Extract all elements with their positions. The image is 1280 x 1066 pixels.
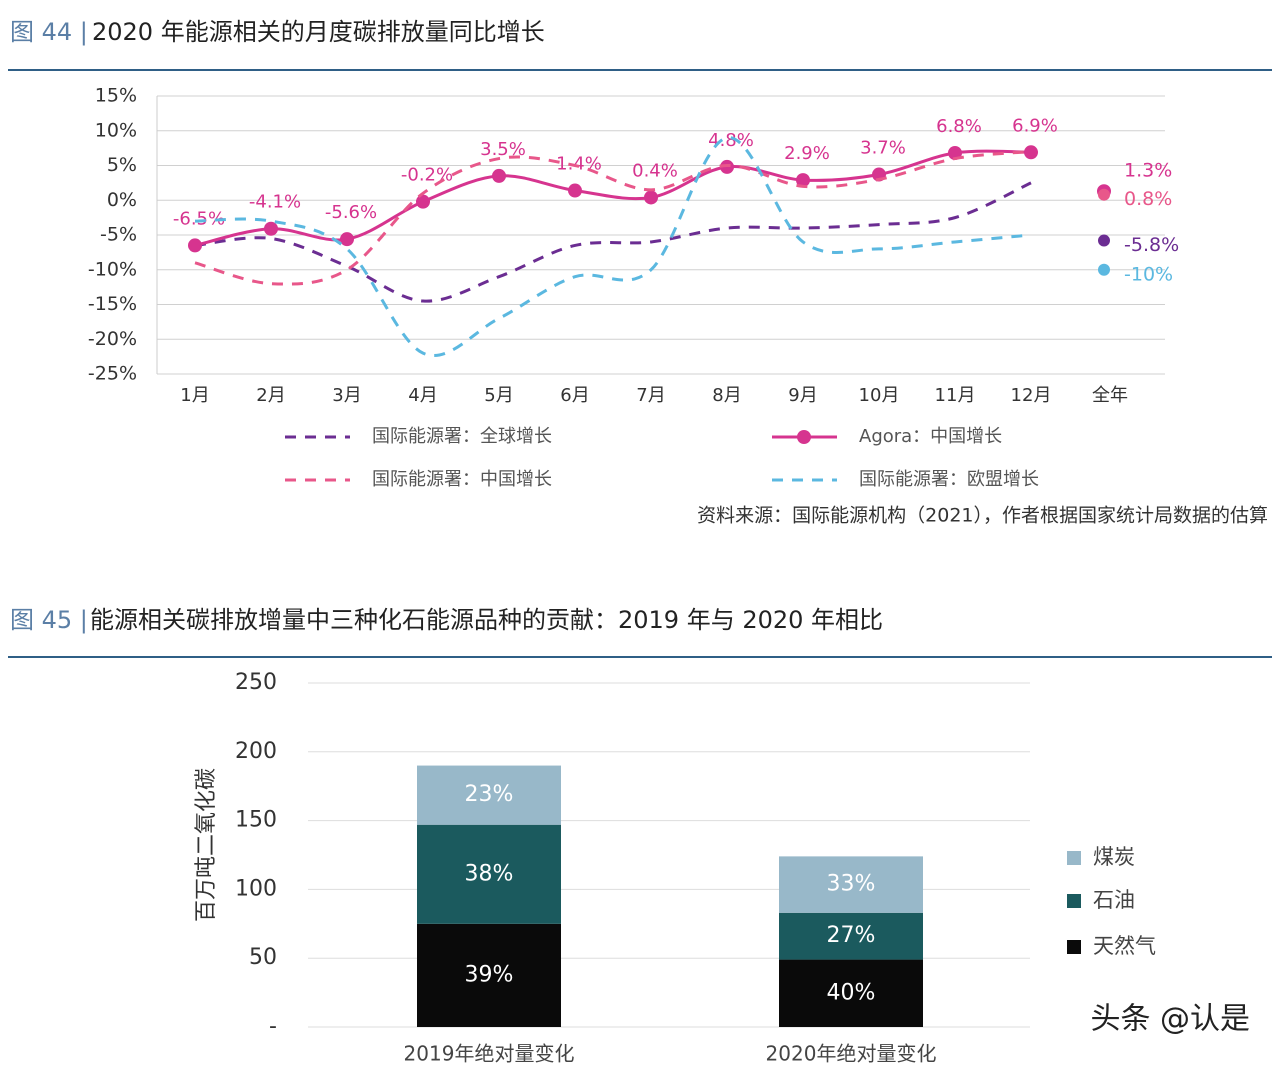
- y-tick-label: 250: [235, 670, 277, 695]
- series-line: [194, 136, 1032, 357]
- share-label: 40%: [827, 980, 876, 1005]
- x-tick-label: 6月: [560, 385, 589, 406]
- x-tick-label: 2020年绝对量变化: [766, 1042, 937, 1066]
- data-point: [492, 168, 506, 183]
- annual-label: -5.8%: [1124, 234, 1179, 256]
- y-tick-label: -25%: [88, 363, 137, 385]
- x-tick-label: 9月: [788, 385, 817, 406]
- watermark: 头条 @认是: [1090, 1002, 1250, 1037]
- legend-marker: [797, 430, 811, 444]
- legend-label: Agora：中国增长: [859, 426, 1002, 447]
- x-tick-label: 4月: [408, 385, 437, 406]
- data-label: 6.8%: [936, 116, 982, 137]
- figure-label: 图 44 |: [10, 18, 88, 46]
- x-tick-label: 11月: [935, 385, 976, 406]
- legend-label: 国际能源署：欧盟增长: [859, 469, 1039, 490]
- y-tick-label: 200: [235, 739, 277, 764]
- y-axis-label: 百万吨二氧化碳: [194, 768, 219, 922]
- y-tick-label: 150: [235, 808, 277, 833]
- legend-label: 天然气: [1093, 934, 1156, 958]
- data-label: -4.1%: [249, 192, 301, 213]
- data-label: -5.6%: [325, 202, 377, 223]
- y-tick-label: -20%: [88, 328, 137, 350]
- bar-segment: [779, 912, 923, 960]
- y-tick-label: 0%: [107, 189, 137, 211]
- chart-title: 能源相关碳排放增量中三种化石能源品种的贡献：2019 年与 2020 年相比: [90, 606, 883, 634]
- annual-label: 1.3%: [1124, 160, 1172, 182]
- data-label: 3.7%: [860, 138, 906, 159]
- legend-label: 国际能源署：中国增长: [372, 469, 552, 490]
- annual-label: 0.8%: [1124, 188, 1172, 210]
- data-point: [1024, 145, 1038, 160]
- bar-segment: [417, 765, 561, 825]
- x-tick-label: 10月: [859, 385, 900, 406]
- y-tick-label: 100: [235, 876, 277, 901]
- annual-point: [1098, 188, 1110, 201]
- x-tick-label: 7月: [636, 385, 665, 406]
- y-tick-label: 15%: [95, 85, 137, 107]
- data-point: [340, 232, 354, 247]
- y-tick-label: 50: [249, 945, 277, 970]
- legend-swatch: [1067, 894, 1081, 908]
- data-label: 4.8%: [708, 130, 754, 151]
- share-label: 27%: [827, 923, 876, 948]
- data-point: [796, 173, 810, 188]
- data-point: [264, 221, 278, 236]
- y-tick-label: -: [269, 1014, 277, 1039]
- data-label: 3.5%: [480, 139, 526, 160]
- x-tick-label: 3月: [332, 385, 361, 406]
- y-tick-label: -15%: [88, 293, 137, 315]
- x-tick-label: 12月: [1011, 385, 1052, 406]
- legend-label: 国际能源署：全球增长: [372, 426, 552, 447]
- annual-point: [1098, 234, 1110, 247]
- share-label: 33%: [827, 872, 876, 897]
- share-label: 38%: [465, 861, 514, 886]
- data-label: 0.4%: [632, 160, 678, 181]
- source-note: 资料来源：国际能源机构（2021），作者根据国家统计局数据的估算: [697, 505, 1268, 527]
- x-tick-label: 5月: [484, 385, 513, 406]
- share-label: 39%: [465, 962, 514, 987]
- data-label: 2.9%: [784, 143, 830, 164]
- x-tick-label: 2月: [256, 385, 285, 406]
- y-tick-label: -5%: [100, 224, 137, 246]
- figure-label: 图 45 |: [10, 606, 88, 634]
- data-label: 6.9%: [1012, 115, 1058, 136]
- x-tick-label: 1月: [180, 385, 209, 406]
- x-tick-label: 8月: [712, 385, 741, 406]
- legend-label: 石油: [1093, 888, 1135, 912]
- x-tick-label: 全年: [1092, 385, 1128, 406]
- data-point: [416, 194, 430, 209]
- series-line: [194, 150, 1032, 286]
- data-point: [644, 190, 658, 205]
- bar-segment: [779, 959, 923, 1027]
- legend-swatch: [1067, 851, 1081, 865]
- bar-segment: [417, 923, 561, 1027]
- series-line: [194, 181, 1032, 303]
- y-tick-label: -10%: [88, 258, 137, 280]
- share-label: 23%: [465, 782, 514, 807]
- legend-label: 煤炭: [1093, 845, 1135, 869]
- chart-title: 2020 年能源相关的月度碳排放量同比增长: [92, 18, 545, 46]
- bar-segment: [417, 824, 561, 924]
- annual-point: [1098, 263, 1110, 276]
- x-tick-label: 2019年绝对量变化: [404, 1042, 575, 1066]
- bar-segment: [779, 856, 923, 913]
- annual-label: -10%: [1124, 263, 1173, 285]
- y-tick-label: 5%: [107, 154, 137, 176]
- y-tick-label: 10%: [95, 119, 137, 141]
- data-point: [188, 238, 202, 253]
- data-label: -6.5%: [173, 208, 225, 229]
- legend-swatch: [1067, 940, 1081, 954]
- data-point: [568, 183, 582, 198]
- data-label: -0.2%: [401, 165, 453, 186]
